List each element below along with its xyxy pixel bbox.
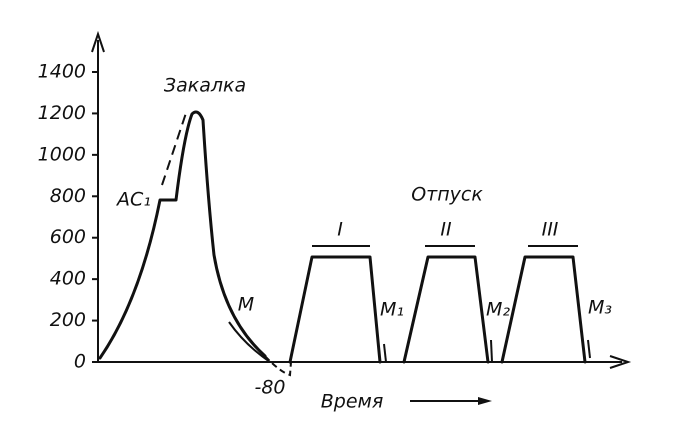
dashed-heating — [161, 112, 187, 186]
stage-label: I — [337, 219, 343, 241]
temper-1-tail — [383, 343, 387, 363]
y-axis-arrow — [91, 30, 105, 53]
y-tick-label: 1400 — [38, 61, 86, 83]
m3-label: M₃ — [588, 297, 612, 319]
x-axis-label: Время — [321, 391, 384, 413]
m2-label: M₂ — [486, 299, 510, 321]
temper-2-tail — [490, 339, 493, 363]
quench-line — [98, 110, 267, 360]
subzero-dashed — [264, 355, 292, 377]
stage-label: III — [542, 219, 559, 241]
martensite-line — [228, 321, 271, 363]
y-tick-label: 0 — [74, 351, 86, 373]
y-tick-label: 1200 — [38, 102, 86, 124]
m-label: M — [238, 294, 254, 316]
ac1-label: AC₁ — [115, 189, 151, 211]
y-tick-label: 1000 — [38, 143, 86, 165]
y-tick-label: 800 — [50, 185, 86, 207]
quench-curve — [98, 110, 292, 377]
m1-label: M₁ — [380, 299, 404, 321]
temper-label: Отпуск — [411, 184, 483, 206]
y-tick-label: 600 — [50, 226, 86, 248]
quench-label: Закалка — [164, 75, 246, 97]
temper-3-tail — [587, 339, 591, 359]
y-tick-label: 400 — [50, 268, 86, 290]
time-arrowhead — [478, 397, 492, 405]
stage-label: II — [440, 219, 452, 241]
y-tick-label: 200 — [50, 309, 86, 331]
temper-3 — [500, 255, 587, 364]
tempering-curves — [288, 245, 591, 364]
temper-1 — [288, 255, 382, 364]
temper-2 — [402, 255, 490, 364]
minus80-label: -80 — [254, 377, 285, 399]
x-axis-arrow — [609, 355, 632, 369]
